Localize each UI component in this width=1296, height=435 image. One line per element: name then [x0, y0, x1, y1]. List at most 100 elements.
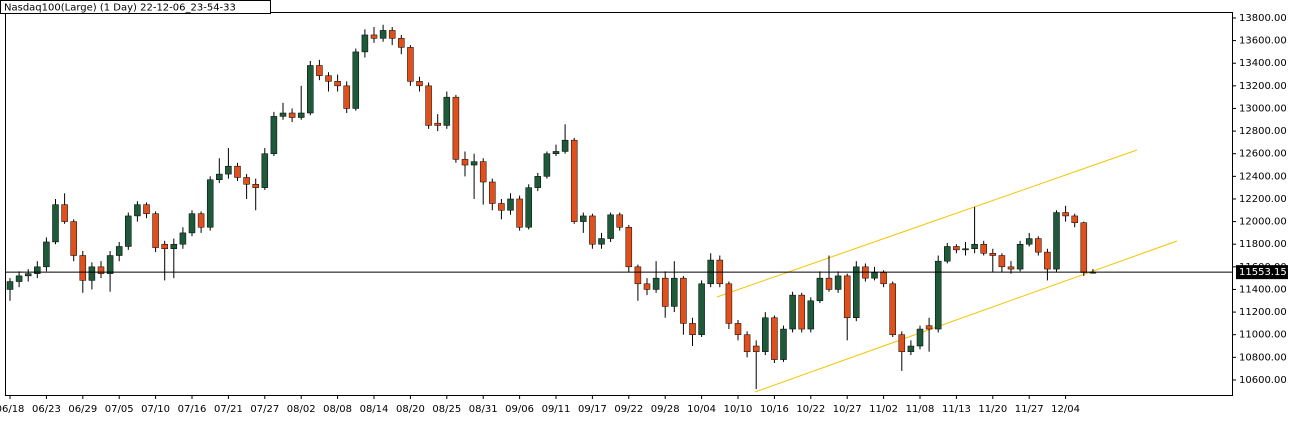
candle-body — [343, 85, 350, 109]
candle-body — [443, 96, 451, 126]
y-tick-label: 10800.00 — [1239, 352, 1287, 363]
y-tick-label: 11400.00 — [1239, 284, 1287, 295]
candle-body — [307, 65, 314, 114]
y-tick-label: 12200.00 — [1239, 194, 1287, 205]
candle-body — [998, 255, 1006, 268]
y-tick-label: 12600.00 — [1239, 149, 1287, 160]
candle-body — [561, 139, 569, 152]
y-tick-label: 10600.00 — [1239, 375, 1287, 386]
candle-body — [980, 243, 987, 254]
last-price-box — [1236, 265, 1288, 280]
candle-body — [316, 65, 323, 76]
candle-body — [953, 246, 960, 251]
x-tick-label: 07/05 — [105, 404, 134, 415]
y-tick-label: 13600.00 — [1239, 36, 1287, 47]
candle-body — [661, 277, 669, 307]
candle-body — [534, 176, 542, 188]
x-tick-label: 08/25 — [432, 404, 461, 415]
y-tick-label: 13000.00 — [1239, 103, 1287, 114]
x-tick-label: 07/16 — [178, 404, 207, 415]
candle-body — [70, 221, 77, 256]
candle-body — [925, 325, 933, 330]
y-tick-label: 13400.00 — [1239, 58, 1287, 69]
candle-body — [853, 266, 860, 318]
candle-body — [680, 277, 687, 324]
candle-body — [43, 241, 50, 268]
candle-body — [61, 204, 68, 222]
candle-body — [789, 294, 796, 330]
x-tick-label: 11/13 — [942, 404, 971, 415]
candle-body — [152, 213, 159, 248]
x-tick-label: 08/02 — [287, 404, 316, 415]
candle-body — [1080, 222, 1088, 273]
candle-body — [825, 277, 833, 290]
candle-body — [15, 275, 23, 282]
candle-body — [425, 85, 432, 126]
candle-body — [934, 260, 942, 330]
y-tick-label: 11200.00 — [1239, 307, 1287, 318]
x-tick-label: 07/10 — [141, 404, 170, 415]
candle-body — [652, 277, 660, 290]
candle-body — [97, 266, 105, 274]
candle-body — [598, 238, 605, 245]
y-tick-label: 13200.00 — [1239, 81, 1287, 92]
candle-body — [188, 213, 196, 234]
candle-body — [889, 283, 896, 335]
candle-body — [279, 112, 287, 117]
plot-frame — [5, 12, 1233, 396]
candle-body — [416, 81, 423, 87]
candle-body — [552, 151, 560, 154]
x-tick-label: 08/14 — [360, 404, 389, 415]
candle-body — [871, 272, 878, 279]
candle-body — [24, 273, 32, 277]
candle-body — [361, 34, 369, 53]
candle-body — [216, 173, 223, 180]
candle-body — [916, 328, 924, 347]
x-tick-label: 10/27 — [833, 404, 862, 415]
candle-body — [134, 204, 141, 217]
candle-body — [962, 248, 969, 251]
candle-body — [780, 328, 787, 360]
candle-body — [616, 214, 623, 228]
candle-body — [698, 283, 705, 335]
candle-body — [370, 34, 378, 39]
candle-body — [725, 283, 733, 324]
candle-body — [907, 345, 915, 352]
candle-body — [589, 215, 596, 245]
candle-body — [34, 266, 41, 274]
candle-body — [1025, 238, 1033, 245]
x-tick-label: 07/27 — [250, 404, 279, 415]
candle-body — [525, 187, 532, 228]
candle-body — [944, 246, 951, 262]
candle-body — [261, 153, 269, 188]
candle-body — [434, 122, 441, 126]
chart-title: Nasdaq100(Large) (1 Day) 22-12-06_23-54-… — [4, 3, 236, 14]
y-tick-label: 11000.00 — [1239, 330, 1287, 341]
candle-body — [671, 277, 678, 307]
y-tick-label: 12000.00 — [1239, 217, 1287, 228]
candle-body — [325, 75, 332, 82]
candle-body — [807, 300, 815, 330]
candle-body — [1062, 212, 1069, 217]
y-tick-label: 11800.00 — [1239, 239, 1287, 250]
candle-body — [452, 96, 460, 160]
candle-body — [543, 153, 551, 177]
candle-body — [816, 277, 824, 302]
candle-body — [989, 253, 997, 256]
candle-body — [470, 161, 478, 166]
candle-body — [798, 294, 805, 330]
candle-body — [270, 116, 278, 154]
candle-body — [79, 255, 87, 281]
x-tick-label: 06/29 — [68, 404, 97, 415]
candle-body — [580, 215, 587, 222]
candle-body — [234, 165, 241, 178]
candle-body — [689, 323, 696, 335]
candle-body — [297, 112, 305, 118]
candle-body — [762, 317, 769, 352]
candle-body — [1016, 243, 1024, 270]
candle-body — [252, 184, 259, 188]
x-tick-label: 07/21 — [214, 404, 243, 415]
candle-body — [507, 198, 514, 211]
